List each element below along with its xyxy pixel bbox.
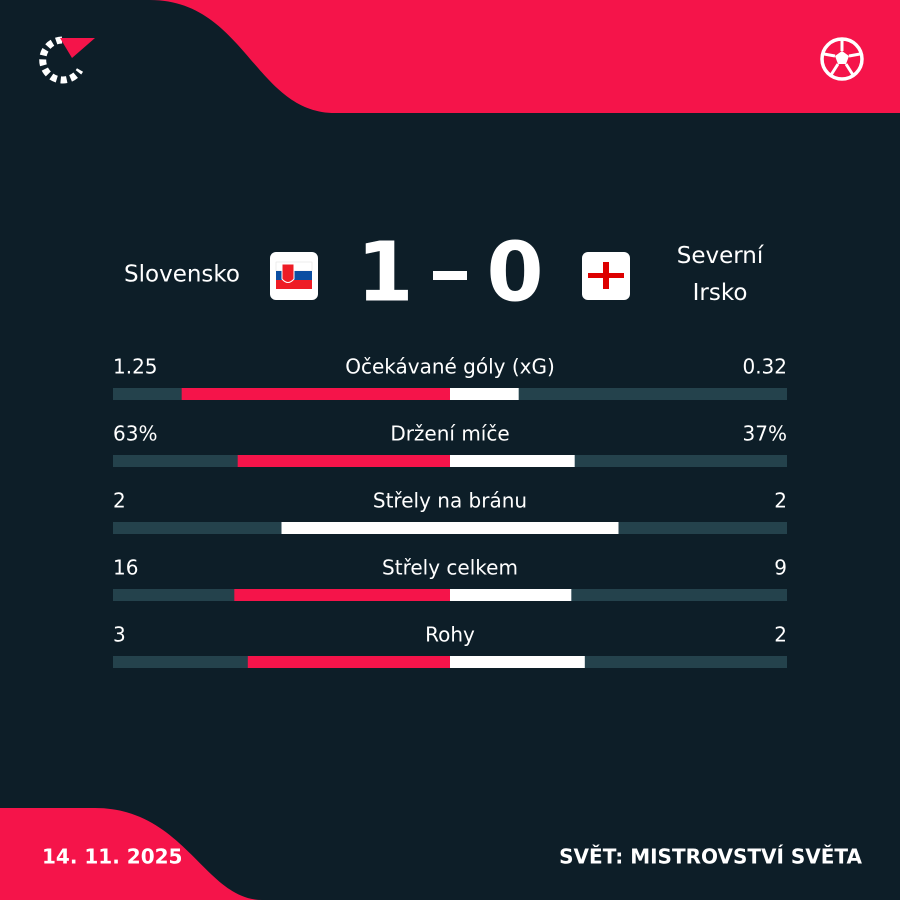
away-bar [450, 589, 572, 601]
competition: SVĚT: MISTROVSTVÍ SVĚTA [559, 845, 862, 869]
home-bar [234, 589, 450, 601]
stat-name: Střely na bránu [373, 489, 527, 513]
away-flag [582, 252, 630, 300]
stat-name: Střely celkem [382, 556, 518, 580]
stat-name: Očekávané góly (xG) [345, 355, 555, 379]
home-score: 1 [356, 225, 413, 320]
away-bar [450, 656, 585, 668]
logo [39, 36, 95, 84]
away-value: 2 [774, 489, 787, 513]
ball-icon [820, 37, 864, 81]
home-bar [181, 388, 450, 400]
away-value: 37% [743, 422, 787, 446]
home-flag [270, 252, 318, 300]
match-date: 14. 11. 2025 [42, 845, 182, 869]
home-value: 63% [113, 422, 157, 446]
footer-shape [0, 808, 262, 900]
home-value: 2 [113, 489, 126, 513]
away-bar [450, 522, 619, 534]
home-value: 3 [113, 623, 126, 647]
home-bar [237, 455, 450, 467]
stat-name: Držení míče [390, 422, 509, 446]
away-team: Severní Irsko [677, 243, 764, 306]
away-value: 9 [774, 556, 787, 580]
away-bar [450, 388, 519, 400]
away-bar [450, 455, 575, 467]
away-score: 0 [486, 225, 543, 320]
stat-name: Rohy [425, 623, 475, 647]
header-shape [150, 0, 900, 113]
home-bar [281, 522, 450, 534]
home-team: Slovensko [124, 262, 240, 288]
away-value: 2 [774, 623, 787, 647]
away-value: 0.32 [742, 355, 787, 379]
home-bar [247, 656, 450, 668]
home-value: 1.25 [113, 355, 158, 379]
home-value: 16 [113, 556, 138, 580]
score-dash [433, 271, 467, 280]
